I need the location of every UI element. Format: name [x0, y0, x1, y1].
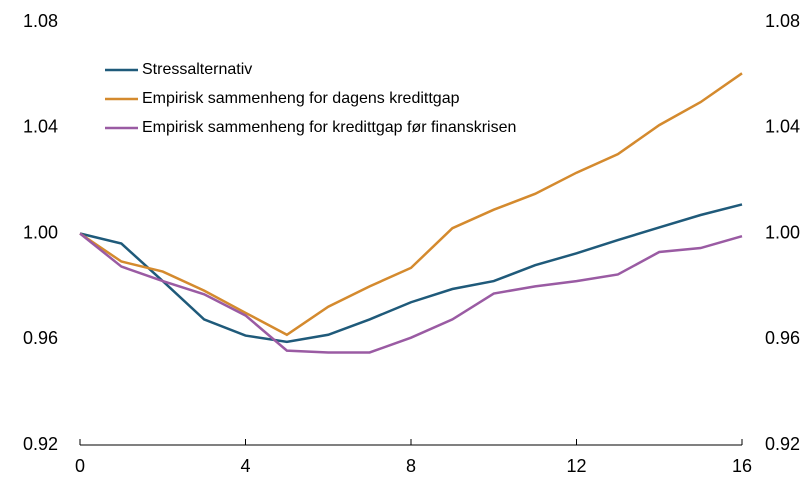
x-tick-label: 16	[732, 456, 752, 476]
y2-tick-label: 1.00	[765, 222, 800, 242]
legend-label: Empirisk sammenheng for kredittgap før f…	[142, 119, 516, 136]
y-tick-label: 0.92	[23, 434, 58, 454]
y-tick-label: 1.08	[23, 11, 58, 31]
x-tick-label: 12	[566, 456, 586, 476]
x-tick-label: 8	[406, 456, 416, 476]
x-tick-label: 0	[75, 456, 85, 476]
y2-tick-label: 1.04	[765, 117, 800, 137]
y2-tick-label: 0.96	[765, 328, 800, 348]
series-line	[79, 203, 743, 344]
y-tick-label: 1.00	[23, 222, 58, 242]
y2-tick-label: 1.08	[765, 11, 800, 31]
legend-label: Empirisk sammenheng for dagens kredittga…	[142, 90, 460, 107]
legend-label: Stressalternativ	[142, 61, 252, 78]
y-tick-label: 1.04	[23, 117, 58, 137]
series-line	[79, 232, 743, 354]
y-tick-label: 0.96	[23, 328, 58, 348]
x-tick-label: 4	[240, 456, 250, 476]
series-line	[79, 72, 743, 337]
y2-tick-label: 0.92	[765, 434, 800, 454]
